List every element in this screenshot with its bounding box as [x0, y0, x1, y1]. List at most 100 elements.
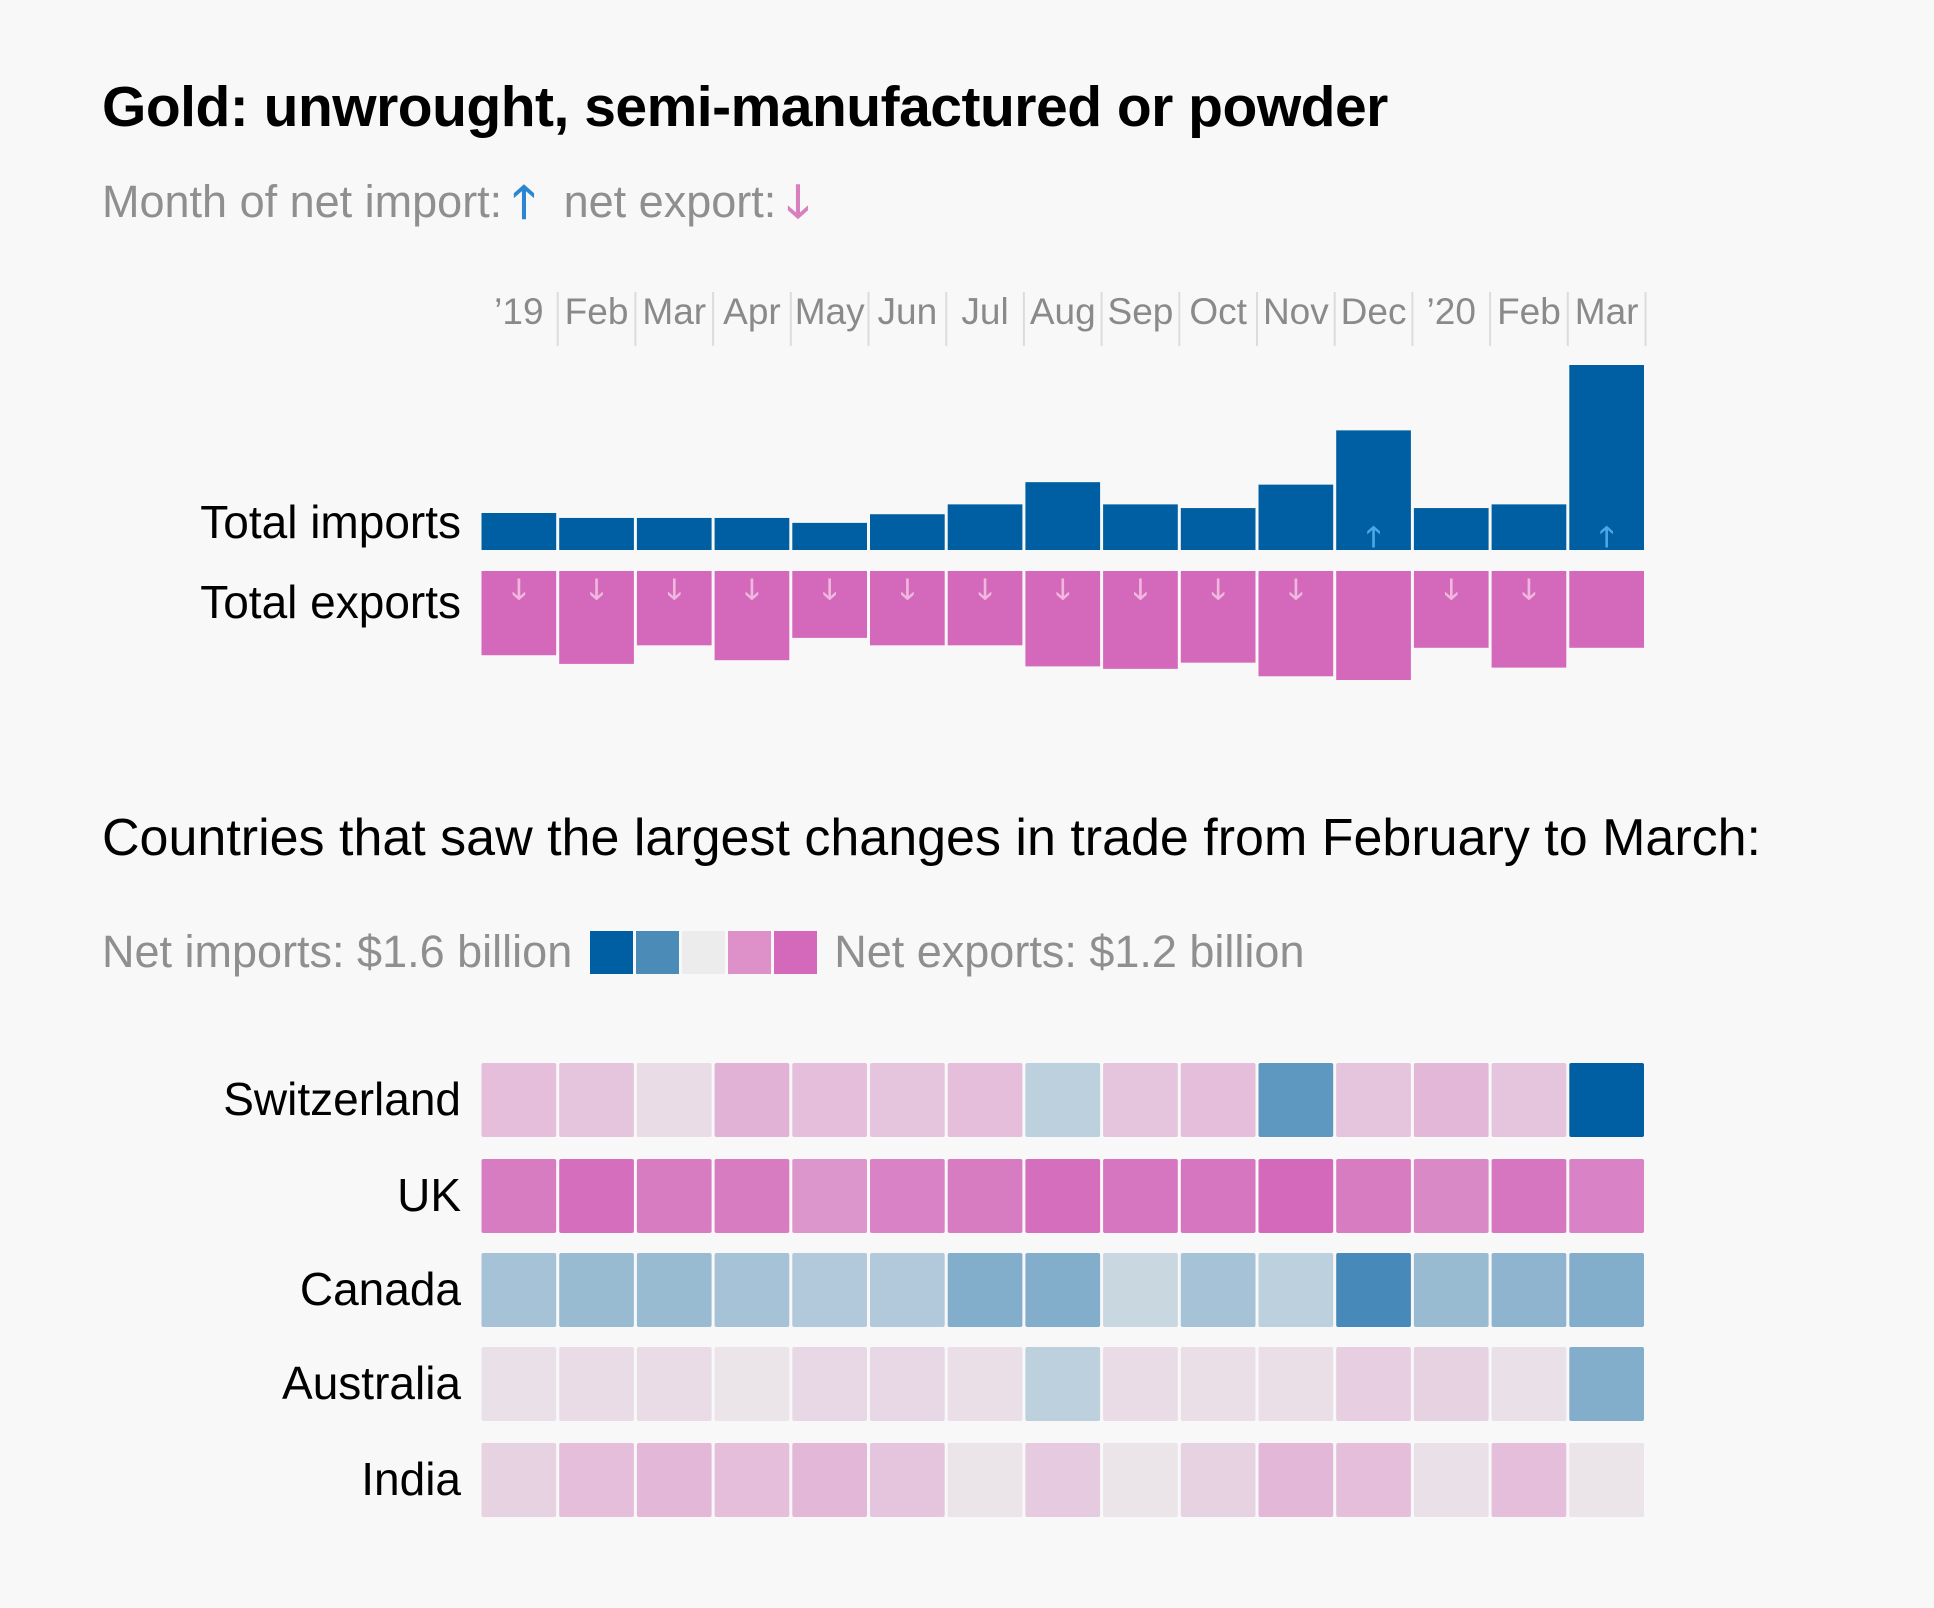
country-label: Canada	[300, 1263, 462, 1315]
country-label: Australia	[282, 1357, 461, 1409]
export-bar	[947, 571, 1023, 646]
import-bar	[636, 517, 712, 550]
heatmap-color-legend: Net imports: $1.6 billion Net exports: $…	[102, 926, 1304, 978]
heatmap-cell	[870, 1159, 945, 1233]
heatmap-cell	[714, 1443, 790, 1517]
heatmap-cell	[1103, 1063, 1178, 1137]
import-bar	[559, 517, 634, 550]
heatmap-cell	[1491, 1443, 1567, 1517]
month-tick-label: Nov	[1263, 291, 1329, 332]
export-bar	[1413, 571, 1489, 648]
month-tick-label: Aug	[1030, 291, 1096, 332]
heatmap-cell	[1413, 1063, 1489, 1137]
scale-swatch	[682, 930, 726, 974]
heatmap-cell	[870, 1443, 945, 1517]
import-bar	[947, 504, 1023, 550]
country-label: UK	[397, 1169, 461, 1221]
heatmap-cell	[1258, 1347, 1334, 1421]
import-bar	[1413, 508, 1489, 550]
import-bar	[1491, 504, 1567, 550]
net-export-arrow-icon: 🡓	[1522, 574, 1537, 605]
heatmap-cell	[636, 1443, 712, 1517]
net-exports-scale-label: Net exports: $1.2 billion	[834, 926, 1305, 977]
heatmap-cell	[1336, 1253, 1411, 1327]
heatmap-cell	[792, 1347, 867, 1421]
heatmap-cell	[1025, 1443, 1101, 1517]
heatmap-cell	[1258, 1253, 1334, 1327]
heatmap-cell	[1413, 1347, 1489, 1421]
heatmap-cell	[792, 1063, 867, 1137]
scale-swatch	[728, 930, 772, 974]
heatmap-cell	[1569, 1443, 1644, 1517]
heatmap-cell	[1180, 1443, 1256, 1517]
heatmap-cell	[1336, 1159, 1411, 1233]
month-tick-label: Mar	[642, 291, 706, 332]
net-export-arrow-icon: 🡓	[1444, 574, 1459, 605]
export-bar	[792, 571, 867, 638]
heatmap-cell	[1025, 1063, 1101, 1137]
arrow-up-icon: 🡑	[512, 176, 536, 227]
import-bar	[714, 517, 790, 550]
export-bar	[1491, 571, 1567, 668]
import-bar	[1103, 504, 1178, 550]
heatmap-cell	[1025, 1253, 1101, 1327]
import-bar	[1258, 484, 1334, 550]
scale-swatch	[590, 930, 634, 974]
import-bar	[1025, 482, 1101, 550]
imports-exports-bar-chart: ’19 🡓 Feb 🡓 Mar 🡓 Apr 🡓 May 🡓 Jun 🡓 Jul 🡓 Aug 🡓 Sep 🡓 Oct 🡓…	[200, 291, 1647, 680]
net-export-arrow-icon: 🡓	[1133, 574, 1148, 605]
heatmap-cell	[1258, 1063, 1334, 1137]
export-bar	[714, 571, 790, 661]
net-imports-scale-label: Net imports: $1.6 billion	[102, 926, 573, 977]
heatmap-cell	[1491, 1159, 1567, 1233]
heatmap-cell	[559, 1253, 634, 1327]
month-tick-label: Sep	[1108, 291, 1174, 332]
export-bar	[636, 571, 712, 646]
heatmap-cell	[481, 1063, 557, 1137]
heatmap-cell	[481, 1159, 557, 1233]
heatmap-cell	[559, 1159, 634, 1233]
net-import-legend-label: Month of net import:	[102, 176, 503, 227]
heatmap-cell	[1491, 1347, 1567, 1421]
export-bar	[1180, 571, 1256, 663]
color-scale	[590, 930, 820, 974]
heatmap-cell	[870, 1063, 945, 1137]
heatmap-cell	[481, 1347, 557, 1421]
heatmap-cell	[714, 1159, 790, 1233]
heatmap-cell	[714, 1063, 790, 1137]
export-bar	[1103, 571, 1178, 669]
heatmap-cell	[1258, 1159, 1334, 1233]
heatmap-cell	[1336, 1063, 1411, 1137]
net-export-arrow-icon: 🡓	[1055, 574, 1070, 605]
month-tick-label: Apr	[723, 291, 781, 332]
heatmap-cell	[1569, 1347, 1644, 1421]
export-bar	[1025, 571, 1101, 667]
heatmap-cell	[1103, 1347, 1178, 1421]
net-export-arrow-icon: 🡓	[1289, 574, 1304, 605]
import-bar	[792, 522, 867, 550]
month-tick-label: Oct	[1189, 291, 1247, 332]
heatmap-cell	[947, 1253, 1023, 1327]
import-bar	[1180, 508, 1256, 550]
heatmap-cell	[1258, 1443, 1334, 1517]
net-export-arrow-icon: 🡓	[822, 574, 837, 605]
net-export-arrow-icon: 🡓	[589, 574, 604, 605]
heatmap-cell	[1336, 1443, 1411, 1517]
net-direction-legend: Month of net import: 🡑 net export: 🡓	[102, 170, 810, 246]
export-bar	[1258, 571, 1334, 677]
section-title: Countries that saw the largest changes i…	[102, 809, 1761, 867]
heatmap-cell	[636, 1347, 712, 1421]
heatmap-cell	[1025, 1159, 1101, 1233]
month-tick-label: May	[795, 291, 865, 332]
heatmap-cell	[1180, 1063, 1256, 1137]
heatmap-cell	[1413, 1159, 1489, 1233]
net-export-arrow-icon: 🡓	[745, 574, 760, 605]
heatmap-cell	[559, 1443, 634, 1517]
heatmap-cell	[792, 1253, 867, 1327]
month-tick-label: Jun	[878, 291, 938, 332]
heatmap-cell	[481, 1253, 557, 1327]
total-exports-label: Total exports	[200, 576, 461, 628]
total-imports-label: Total imports	[200, 496, 461, 548]
export-bar	[870, 571, 945, 646]
heatmap-cell	[1180, 1347, 1256, 1421]
